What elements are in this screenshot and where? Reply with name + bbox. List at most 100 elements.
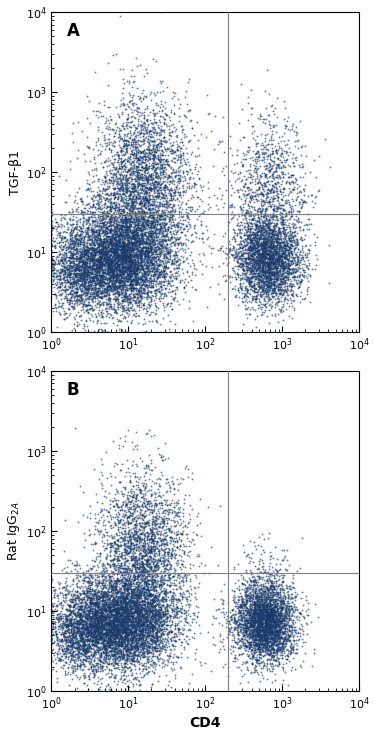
Point [132, 654, 138, 666]
Point [69, 593, 75, 605]
Point [281, 271, 287, 283]
Point [73, 222, 79, 233]
Point [124, 662, 130, 673]
Point [252, 290, 258, 302]
Point [150, 263, 156, 275]
Point [162, 606, 168, 618]
Point [165, 509, 171, 520]
Point [114, 511, 120, 523]
Point [68, 252, 74, 263]
Point [158, 210, 164, 222]
Point [276, 131, 282, 143]
Point [270, 645, 276, 657]
Point [241, 188, 247, 199]
Point [70, 648, 76, 660]
Point [117, 620, 123, 632]
Point [151, 185, 157, 197]
Point [261, 282, 267, 294]
Point [118, 609, 124, 620]
Point [161, 554, 167, 566]
Point [275, 290, 281, 302]
Point [72, 277, 78, 289]
Point [273, 636, 279, 648]
Point [247, 598, 253, 610]
Point [55, 227, 61, 238]
Point [130, 679, 136, 690]
Point [277, 625, 283, 637]
Point [256, 628, 262, 640]
Point [250, 255, 256, 266]
Point [155, 491, 161, 503]
Point [103, 252, 109, 264]
Point [262, 298, 268, 310]
Point [102, 606, 108, 618]
Point [249, 263, 255, 275]
Point [235, 299, 241, 311]
Point [116, 529, 122, 541]
Point [120, 140, 126, 152]
Point [66, 298, 72, 310]
Point [276, 160, 282, 171]
Point [274, 214, 280, 226]
Point [258, 271, 264, 283]
Point [147, 230, 153, 241]
Point [149, 597, 155, 609]
Point [81, 643, 87, 655]
Point [53, 271, 59, 283]
Point [188, 274, 194, 286]
Point [138, 261, 144, 272]
Point [121, 138, 127, 150]
Point [134, 640, 140, 651]
Point [269, 602, 275, 614]
Point [111, 618, 117, 629]
Point [107, 260, 113, 272]
Point [141, 522, 147, 534]
Point [168, 548, 174, 560]
Point [174, 176, 180, 188]
Point [93, 605, 99, 617]
Point [105, 326, 111, 338]
Point [94, 587, 100, 599]
Point [159, 216, 165, 227]
Point [271, 241, 277, 252]
Point [118, 464, 124, 475]
Point [260, 258, 266, 269]
Point [140, 246, 146, 258]
Point [243, 308, 249, 320]
Point [272, 255, 278, 266]
Point [100, 213, 106, 224]
Point [124, 294, 130, 305]
Point [180, 625, 186, 637]
Point [192, 269, 198, 281]
Point [145, 589, 151, 601]
Point [160, 206, 166, 218]
Point [92, 598, 98, 609]
Point [266, 615, 272, 627]
Point [236, 269, 242, 281]
Point [74, 615, 80, 627]
Point [63, 619, 69, 631]
Point [111, 226, 117, 238]
Point [116, 236, 122, 248]
Point [104, 264, 110, 276]
Point [134, 616, 140, 628]
Point [150, 588, 156, 600]
Point [115, 628, 121, 640]
Point [104, 221, 110, 233]
Point [285, 262, 291, 274]
Point [154, 263, 160, 275]
Point [166, 649, 172, 661]
Point [136, 584, 142, 596]
Point [81, 248, 87, 260]
Point [290, 230, 296, 241]
Point [135, 255, 141, 266]
Point [123, 190, 129, 202]
Point [96, 266, 102, 277]
Point [120, 183, 126, 194]
Point [94, 621, 100, 633]
Point [139, 152, 145, 163]
Point [89, 242, 95, 254]
Point [63, 633, 69, 645]
Point [257, 595, 263, 607]
Point [51, 264, 57, 276]
